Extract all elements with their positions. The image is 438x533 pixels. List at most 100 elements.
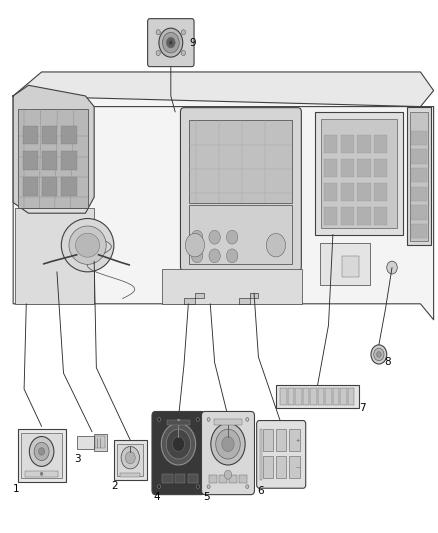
- Bar: [188, 474, 198, 483]
- Circle shape: [162, 33, 179, 53]
- Circle shape: [125, 451, 135, 464]
- Circle shape: [374, 348, 384, 361]
- Bar: [162, 269, 302, 304]
- Bar: [42, 177, 57, 196]
- Bar: [93, 434, 107, 451]
- Bar: [61, 151, 77, 170]
- Bar: [18, 109, 88, 208]
- Bar: [263, 456, 273, 478]
- FancyBboxPatch shape: [148, 19, 194, 67]
- Bar: [289, 429, 300, 451]
- Text: +: +: [296, 439, 300, 443]
- Text: —: —: [295, 465, 300, 470]
- Circle shape: [224, 470, 232, 479]
- Bar: [23, 151, 38, 170]
- Polygon shape: [13, 96, 434, 320]
- Circle shape: [222, 437, 234, 451]
- Bar: [324, 183, 337, 201]
- Text: 2: 2: [112, 481, 118, 491]
- Bar: [77, 436, 93, 449]
- Circle shape: [181, 30, 186, 35]
- Bar: [303, 388, 309, 405]
- Circle shape: [226, 230, 238, 244]
- Bar: [325, 388, 332, 405]
- Bar: [189, 205, 292, 264]
- Circle shape: [196, 485, 199, 488]
- Bar: [324, 135, 337, 153]
- Circle shape: [158, 418, 161, 421]
- Text: 8: 8: [385, 358, 391, 367]
- Bar: [276, 456, 286, 478]
- Circle shape: [166, 37, 175, 48]
- Polygon shape: [239, 293, 258, 304]
- Bar: [347, 388, 354, 405]
- Bar: [95, 437, 105, 448]
- Bar: [357, 207, 371, 225]
- Bar: [208, 475, 217, 483]
- Bar: [318, 388, 324, 405]
- Bar: [15, 208, 94, 304]
- Bar: [120, 472, 140, 477]
- Circle shape: [246, 418, 249, 421]
- Bar: [114, 440, 147, 480]
- Bar: [310, 388, 317, 405]
- Bar: [61, 126, 77, 144]
- Text: 7: 7: [359, 403, 366, 413]
- Bar: [276, 385, 359, 408]
- Circle shape: [181, 51, 186, 55]
- Circle shape: [226, 249, 238, 263]
- Text: 5: 5: [203, 492, 209, 502]
- Bar: [263, 429, 273, 451]
- Ellipse shape: [69, 226, 106, 264]
- Text: 3: 3: [74, 455, 81, 464]
- Bar: [411, 224, 427, 238]
- Bar: [411, 205, 427, 220]
- Bar: [21, 433, 62, 478]
- Text: 4: 4: [153, 492, 160, 502]
- FancyBboxPatch shape: [180, 108, 301, 271]
- Bar: [289, 456, 300, 478]
- Circle shape: [207, 418, 210, 421]
- Bar: [374, 183, 387, 201]
- Bar: [162, 474, 173, 483]
- Circle shape: [34, 442, 49, 461]
- Bar: [410, 112, 428, 241]
- Bar: [280, 388, 287, 405]
- Circle shape: [191, 230, 203, 244]
- Bar: [214, 419, 242, 425]
- Circle shape: [371, 345, 387, 364]
- Bar: [411, 168, 427, 182]
- Bar: [18, 429, 66, 482]
- Text: ≡: ≡: [177, 417, 180, 422]
- Bar: [239, 475, 247, 483]
- Bar: [374, 207, 387, 225]
- Circle shape: [169, 41, 173, 45]
- Circle shape: [166, 429, 191, 459]
- Circle shape: [40, 472, 43, 475]
- Circle shape: [196, 418, 199, 421]
- Circle shape: [246, 485, 249, 488]
- Circle shape: [121, 447, 139, 469]
- Circle shape: [266, 233, 286, 257]
- Polygon shape: [184, 293, 204, 304]
- Polygon shape: [13, 72, 434, 107]
- Circle shape: [29, 437, 54, 466]
- Text: 9: 9: [189, 38, 196, 47]
- Bar: [42, 126, 57, 144]
- Bar: [342, 256, 359, 277]
- Bar: [219, 475, 227, 483]
- Bar: [357, 159, 371, 177]
- Bar: [321, 119, 397, 228]
- Bar: [167, 420, 190, 425]
- Bar: [341, 207, 354, 225]
- Text: 6: 6: [257, 487, 264, 496]
- Text: 1: 1: [13, 484, 20, 494]
- Ellipse shape: [76, 233, 100, 257]
- Bar: [23, 126, 38, 144]
- Circle shape: [216, 429, 240, 459]
- Bar: [341, 183, 354, 201]
- Bar: [411, 131, 427, 145]
- Bar: [341, 159, 354, 177]
- Circle shape: [156, 51, 160, 55]
- Circle shape: [159, 28, 183, 57]
